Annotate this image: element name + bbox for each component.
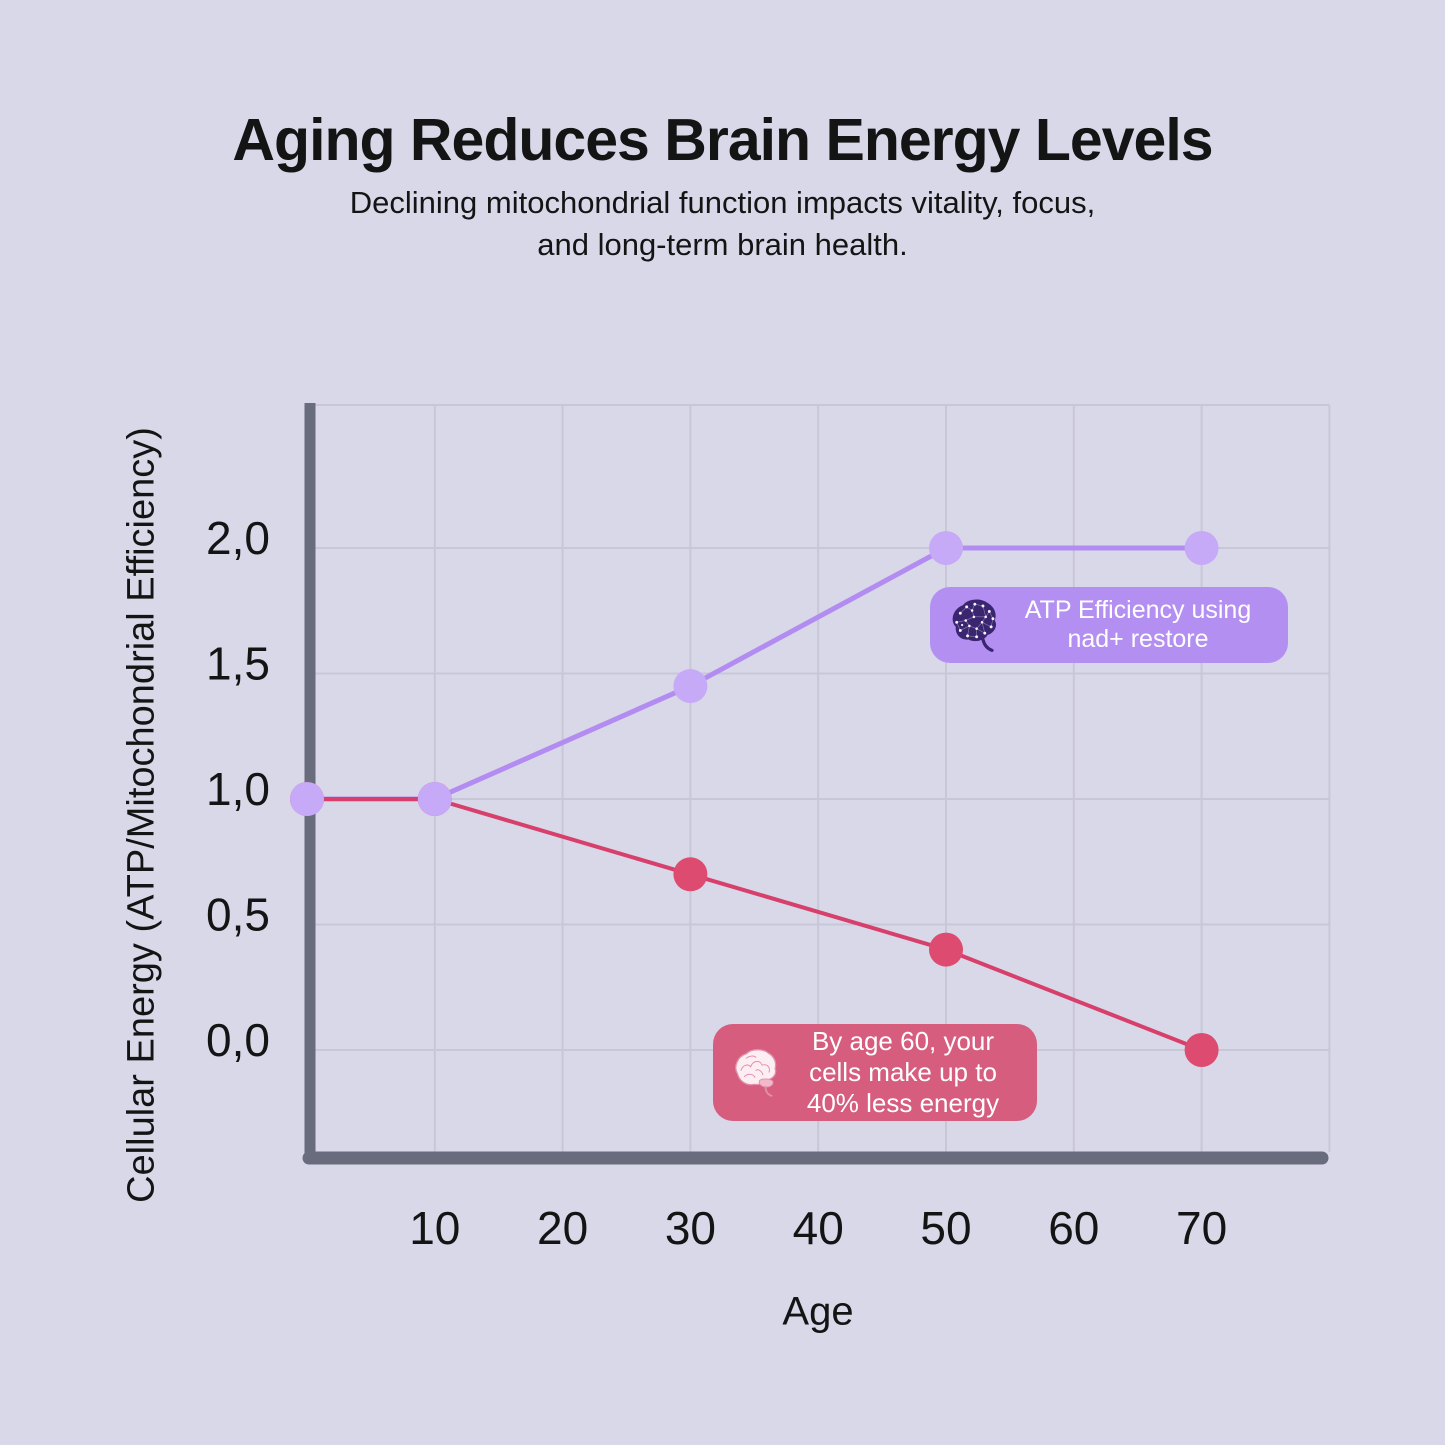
x-tick-label: 70 — [1176, 1202, 1227, 1254]
age60-callout-text: By age 60, your cells make up to 40% les… — [806, 1026, 1000, 1118]
data-point-declining-cellular-energy — [929, 932, 963, 967]
x-tick-label: 40 — [793, 1202, 844, 1254]
data-point-atp-with-nad-restore — [417, 782, 452, 816]
chart-title: Aging Reduces Brain Energy Levels — [232, 107, 1213, 173]
x-axis-title: Age — [782, 1289, 854, 1334]
data-point-atp-with-nad-restore — [929, 531, 963, 565]
anatomical-brain-icon — [735, 1048, 777, 1097]
x-tick-label: 30 — [665, 1202, 716, 1254]
atp-efficiency-callout: ATP Efficiency using nad+ restore — [930, 587, 1288, 663]
data-point-atp-with-nad-restore — [1184, 531, 1219, 565]
y-tick-label: 1,5 — [206, 638, 270, 690]
x-tick-label: 20 — [537, 1202, 588, 1254]
y-axis-title: Cellular Energy (ATP/Mitochondrial Effic… — [120, 427, 163, 1203]
chart-subtitle: Declining mitochondrial function impacts… — [349, 185, 1096, 263]
atp-callout-text: ATP Efficiency using nad+ restore — [1024, 596, 1252, 653]
x-tick-label: 50 — [920, 1202, 971, 1254]
data-point-declining-cellular-energy — [1184, 1033, 1219, 1067]
data-point-declining-cellular-energy — [673, 857, 708, 892]
y-tick-label: 1,0 — [206, 763, 270, 815]
x-tick-label: 10 — [409, 1202, 460, 1254]
y-tick-label: 0,0 — [206, 1014, 270, 1066]
x-tick-label: 60 — [1048, 1202, 1099, 1254]
age60-energy-callout: By age 60, your cells make up to 40% les… — [713, 1024, 1037, 1121]
network-brain-icon — [952, 599, 997, 652]
data-point-atp-with-nad-restore — [290, 782, 324, 816]
y-tick-label: 2,0 — [206, 512, 270, 564]
data-point-atp-with-nad-restore — [673, 669, 708, 704]
y-tick-label: 0,5 — [206, 889, 270, 941]
